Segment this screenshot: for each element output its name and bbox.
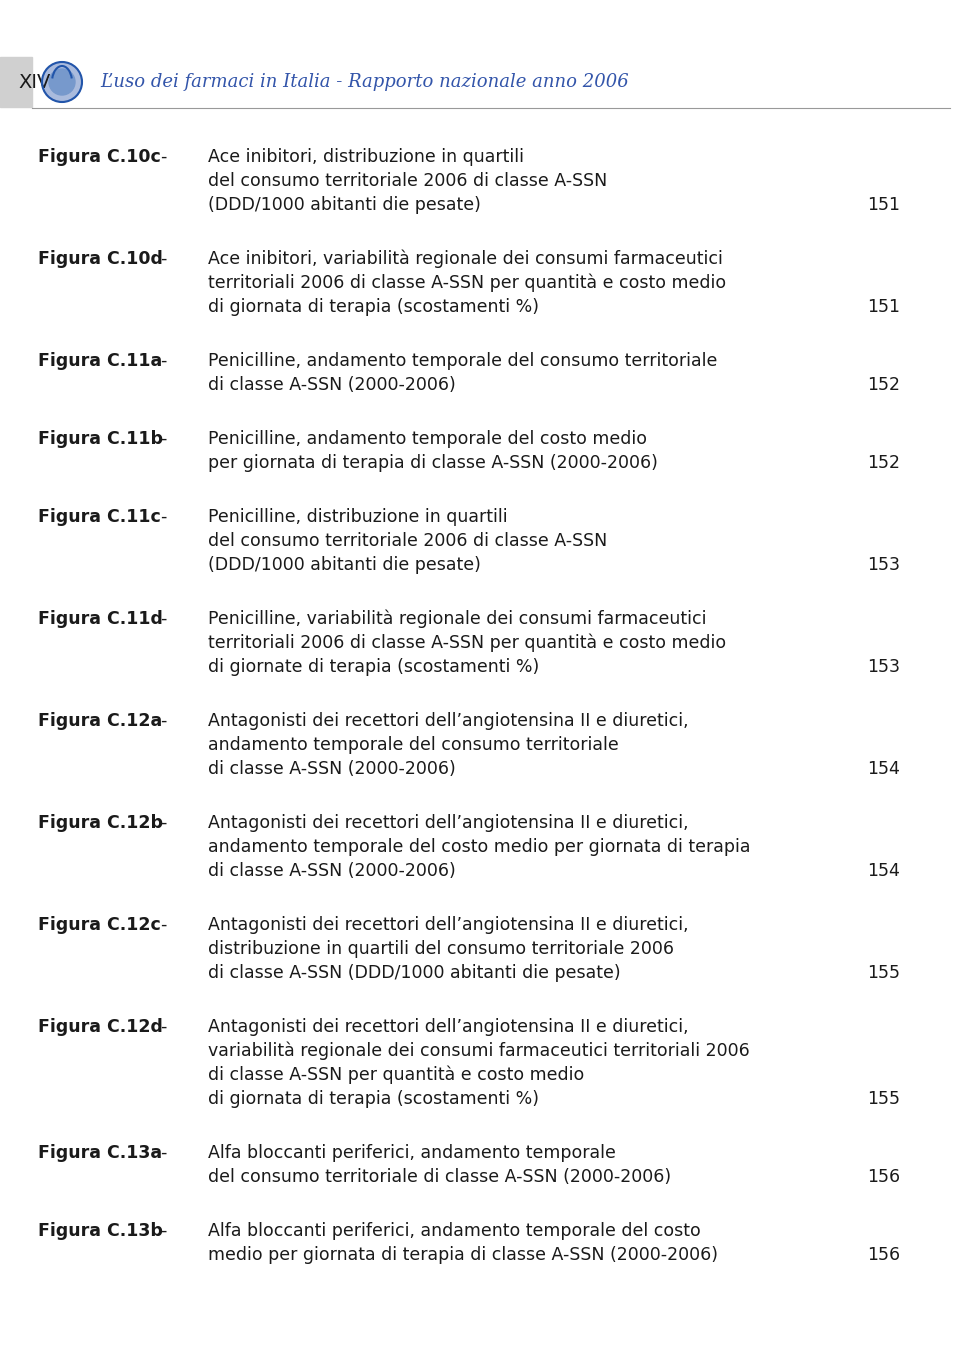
Text: -: - xyxy=(160,1144,166,1162)
Text: 152: 152 xyxy=(867,454,900,473)
Text: di classe A-SSN (DDD/1000 abitanti die pesate): di classe A-SSN (DDD/1000 abitanti die p… xyxy=(208,964,620,982)
Text: del consumo territoriale 2006 di classe A-SSN: del consumo territoriale 2006 di classe … xyxy=(208,533,608,550)
Text: Antagonisti dei recettori dell’angiotensina II e diuretici,: Antagonisti dei recettori dell’angiotens… xyxy=(208,917,688,934)
Text: Figura C.11b: Figura C.11b xyxy=(38,430,163,448)
Text: Ace inibitori, variabilità regionale dei consumi farmaceutici: Ace inibitori, variabilità regionale dei… xyxy=(208,251,723,268)
Bar xyxy=(0,57,32,108)
Text: del consumo territoriale di classe A-SSN (2000-2006): del consumo territoriale di classe A-SSN… xyxy=(208,1169,671,1186)
Text: Figura C.10c: Figura C.10c xyxy=(38,148,160,166)
Text: L’uso dei farmaci in Italia - Rapporto nazionale anno 2006: L’uso dei farmaci in Italia - Rapporto n… xyxy=(100,74,629,91)
Text: (DDD/1000 abitanti die pesate): (DDD/1000 abitanti die pesate) xyxy=(208,556,481,573)
Text: Ace inibitori, distribuzione in quartili: Ace inibitori, distribuzione in quartili xyxy=(208,148,524,166)
Text: -: - xyxy=(160,1017,166,1036)
Text: Antagonisti dei recettori dell’angiotensina II e diuretici,: Antagonisti dei recettori dell’angiotens… xyxy=(208,712,688,730)
Text: 154: 154 xyxy=(867,760,900,778)
Text: Alfa bloccanti periferici, andamento temporale: Alfa bloccanti periferici, andamento tem… xyxy=(208,1144,616,1162)
Text: Antagonisti dei recettori dell’angiotensina II e diuretici,: Antagonisti dei recettori dell’angiotens… xyxy=(208,1017,688,1036)
Text: distribuzione in quartili del consumo territoriale 2006: distribuzione in quartili del consumo te… xyxy=(208,940,674,957)
Text: 153: 153 xyxy=(867,658,900,676)
Text: Penicilline, andamento temporale del consumo territoriale: Penicilline, andamento temporale del con… xyxy=(208,351,717,370)
Text: di classe A-SSN (2000-2006): di classe A-SSN (2000-2006) xyxy=(208,376,456,394)
Text: -: - xyxy=(160,508,166,526)
Text: Penicilline, andamento temporale del costo medio: Penicilline, andamento temporale del cos… xyxy=(208,430,647,448)
Text: Figura C.12d: Figura C.12d xyxy=(38,1017,163,1036)
Text: Figura C.11c: Figura C.11c xyxy=(38,508,160,526)
Text: Figura C.12c: Figura C.12c xyxy=(38,917,160,934)
Text: XIV: XIV xyxy=(18,72,50,91)
Text: 156: 156 xyxy=(867,1169,900,1186)
Text: del consumo territoriale 2006 di classe A-SSN: del consumo territoriale 2006 di classe … xyxy=(208,172,608,191)
Text: andamento temporale del consumo territoriale: andamento temporale del consumo territor… xyxy=(208,735,619,755)
Text: -: - xyxy=(160,430,166,448)
Text: 155: 155 xyxy=(867,1090,900,1109)
Text: Figura C.11a: Figura C.11a xyxy=(38,351,162,370)
Text: Figura C.12a: Figura C.12a xyxy=(38,712,162,730)
Text: per giornata di terapia di classe A-SSN (2000-2006): per giornata di terapia di classe A-SSN … xyxy=(208,454,658,473)
Text: Figura C.10d: Figura C.10d xyxy=(38,251,163,268)
Text: -: - xyxy=(160,1222,166,1239)
Text: (DDD/1000 abitanti die pesate): (DDD/1000 abitanti die pesate) xyxy=(208,196,481,214)
Text: territoriali 2006 di classe A-SSN per quantità e costo medio: territoriali 2006 di classe A-SSN per qu… xyxy=(208,633,726,652)
Text: Figura C.11d: Figura C.11d xyxy=(38,610,163,628)
Text: Figura C.13a: Figura C.13a xyxy=(38,1144,162,1162)
Text: di classe A-SSN (2000-2006): di classe A-SSN (2000-2006) xyxy=(208,760,456,778)
Text: 151: 151 xyxy=(867,298,900,316)
Text: di giornata di terapia (scostamenti %): di giornata di terapia (scostamenti %) xyxy=(208,298,539,316)
Text: variabilità regionale dei consumi farmaceutici territoriali 2006: variabilità regionale dei consumi farmac… xyxy=(208,1042,750,1061)
Circle shape xyxy=(49,69,75,95)
Text: Alfa bloccanti periferici, andamento temporale del costo: Alfa bloccanti periferici, andamento tem… xyxy=(208,1222,701,1239)
Text: di classe A-SSN (2000-2006): di classe A-SSN (2000-2006) xyxy=(208,862,456,880)
Text: Penicilline, distribuzione in quartili: Penicilline, distribuzione in quartili xyxy=(208,508,508,526)
Text: territoriali 2006 di classe A-SSN per quantità e costo medio: territoriali 2006 di classe A-SSN per qu… xyxy=(208,274,726,293)
Text: Figura C.13b: Figura C.13b xyxy=(38,1222,163,1239)
Text: di classe A-SSN per quantità e costo medio: di classe A-SSN per quantità e costo med… xyxy=(208,1066,585,1084)
Text: 151: 151 xyxy=(867,196,900,214)
Text: 152: 152 xyxy=(867,376,900,394)
Text: -: - xyxy=(160,351,166,370)
Text: 155: 155 xyxy=(867,964,900,982)
Text: di giornata di terapia (scostamenti %): di giornata di terapia (scostamenti %) xyxy=(208,1090,539,1109)
Text: -: - xyxy=(160,610,166,628)
Text: andamento temporale del costo medio per giornata di terapia: andamento temporale del costo medio per … xyxy=(208,838,751,855)
Text: 156: 156 xyxy=(867,1246,900,1264)
Text: -: - xyxy=(160,814,166,832)
Text: -: - xyxy=(160,148,166,166)
Text: di giornate di terapia (scostamenti %): di giornate di terapia (scostamenti %) xyxy=(208,658,540,676)
Text: Antagonisti dei recettori dell’angiotensina II e diuretici,: Antagonisti dei recettori dell’angiotens… xyxy=(208,814,688,832)
Text: 154: 154 xyxy=(867,862,900,880)
Text: Penicilline, variabilità regionale dei consumi farmaceutici: Penicilline, variabilità regionale dei c… xyxy=(208,610,707,628)
Text: medio per giornata di terapia di classe A-SSN (2000-2006): medio per giornata di terapia di classe … xyxy=(208,1246,718,1264)
Text: 153: 153 xyxy=(867,556,900,573)
Text: -: - xyxy=(160,917,166,934)
Text: Figura C.12b: Figura C.12b xyxy=(38,814,163,832)
Circle shape xyxy=(42,63,82,102)
Text: -: - xyxy=(160,712,166,730)
Text: -: - xyxy=(160,251,166,268)
